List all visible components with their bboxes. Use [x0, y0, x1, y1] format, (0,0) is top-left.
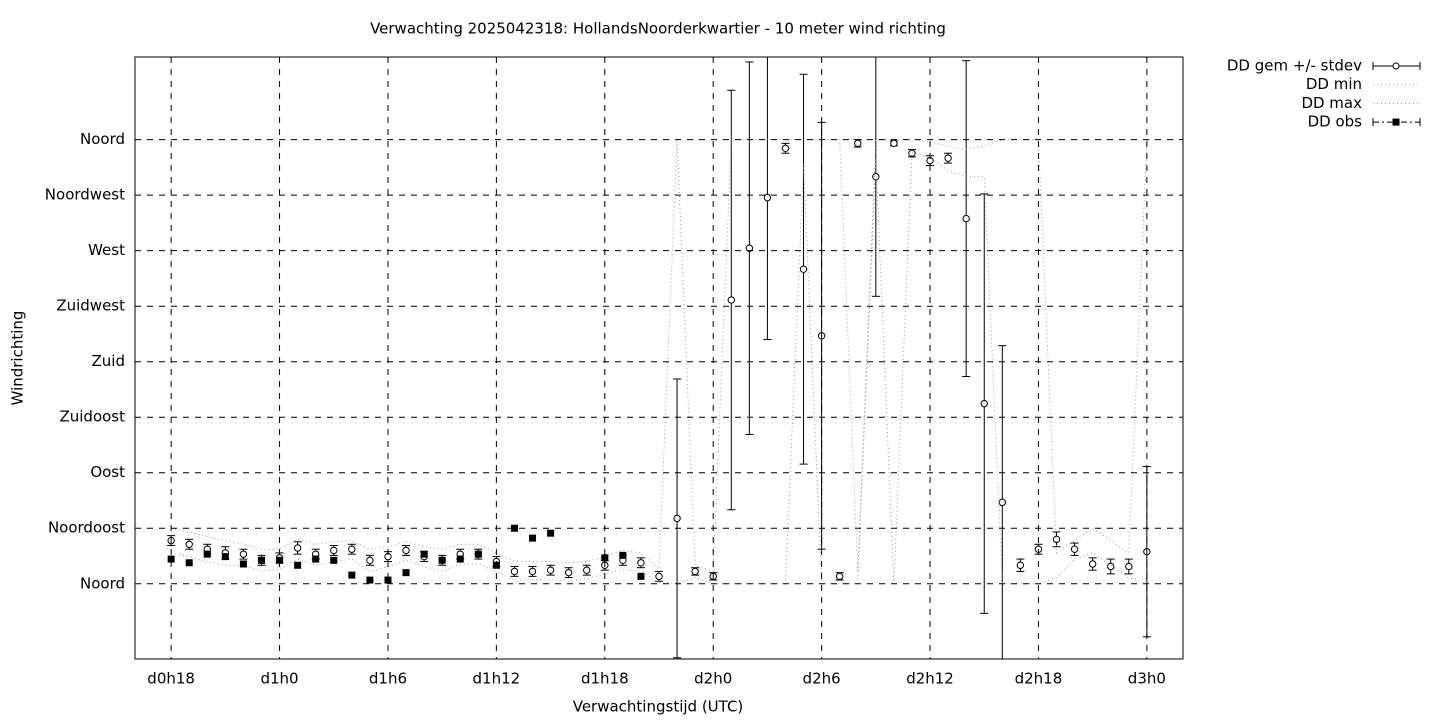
mean-point: [366, 556, 374, 565]
obs-point: [510, 524, 518, 532]
mean-point: [330, 546, 338, 555]
y-axis-label: Windrichting: [9, 311, 27, 406]
obs-point: [312, 555, 320, 563]
range-line: [171, 151, 1148, 585]
mean-point: [962, 214, 970, 223]
mean-point: [510, 567, 519, 576]
mean-point: [854, 139, 862, 148]
y-tick-label: Noord: [80, 130, 125, 148]
mean-point: [763, 193, 772, 202]
mean-point: [239, 550, 248, 558]
legend-label: DD min: [1306, 75, 1362, 93]
mean-point: [673, 514, 681, 523]
mean-point: [637, 559, 645, 567]
x-axis-label: Verwachtingstijd (UTC): [573, 698, 744, 716]
obs-point: [474, 550, 482, 558]
y-tick-label: West: [88, 241, 125, 259]
obs-point: [384, 576, 392, 584]
legend-swatch: [1392, 62, 1400, 70]
obs-point: [330, 556, 338, 564]
obs-point: [167, 555, 175, 563]
obs-point: [637, 572, 645, 580]
y-tick-label: Noordoost: [48, 519, 125, 537]
mean-point: [908, 149, 916, 157]
obs-point: [456, 555, 464, 563]
x-tick-label: d2h0: [694, 670, 732, 688]
mean-point: [872, 172, 880, 181]
range-line: [171, 139, 1148, 573]
x-tick-label: d1h12: [473, 670, 521, 688]
mean-point: [998, 498, 1007, 507]
obs-point: [185, 559, 193, 567]
mean-point: [1070, 545, 1079, 553]
mean-point: [583, 566, 591, 574]
y-tick-label: Zuidwest: [56, 297, 125, 315]
x-tick-label: d1h6: [369, 670, 407, 688]
mean-point: [745, 244, 754, 252]
y-tick-label: Noord: [80, 574, 125, 592]
y-tick-label: Noordwest: [45, 186, 125, 204]
obs-point: [239, 560, 247, 568]
x-tick-label: d3h0: [1128, 670, 1166, 688]
x-tick-label: d0h18: [147, 670, 195, 688]
obs-point: [294, 561, 302, 569]
legend-label: DD max: [1301, 94, 1362, 112]
y-tick-label: Zuid: [92, 352, 125, 370]
obs-point: [601, 554, 609, 562]
plot-border: [134, 56, 1184, 660]
x-tick-label: d1h18: [581, 670, 629, 688]
mean-point: [293, 544, 302, 552]
mean-point: [655, 572, 663, 581]
obs-point: [366, 576, 374, 584]
obs-point: [420, 550, 428, 558]
mean-point: [835, 572, 844, 581]
mean-point: [980, 399, 988, 408]
mean-point: [348, 545, 356, 553]
plot-area: [167, 57, 1151, 659]
y-tick-label: Zuidoost: [59, 408, 125, 426]
mean-point: [799, 265, 808, 273]
legend-label: DD gem +/- stdev: [1227, 57, 1362, 75]
obs-point: [257, 556, 265, 564]
obs-point: [438, 556, 446, 564]
legend-label: DD obs: [1308, 113, 1363, 131]
mean-point: [185, 540, 193, 548]
mean-point: [528, 567, 537, 576]
obs-point: [348, 571, 356, 579]
mean-point: [1016, 561, 1025, 569]
mean-point: [564, 568, 573, 577]
obs-point: [529, 534, 537, 542]
mean-point: [691, 567, 699, 576]
x-tick-label: d2h18: [1015, 670, 1063, 688]
mean-point: [546, 566, 555, 574]
mean-point: [1088, 560, 1097, 568]
legend-swatch: [1392, 118, 1400, 126]
x-tick-label: d2h12: [906, 670, 954, 688]
mean-point: [727, 296, 735, 304]
chart-title: Verwachting 2025042318: HollandsNoorderk…: [370, 20, 946, 38]
obs-point: [203, 550, 211, 558]
mean-point: [944, 154, 952, 162]
mean-point: [890, 139, 898, 148]
obs-point: [547, 529, 555, 537]
mean-point: [1125, 562, 1133, 571]
obs-point: [276, 556, 284, 564]
obs-point: [619, 551, 627, 559]
mean-point: [781, 144, 790, 152]
obs-point: [402, 569, 410, 577]
mean-point: [402, 546, 410, 555]
x-tick-label: d1h0: [260, 670, 298, 688]
mean-point: [1052, 535, 1061, 544]
mean-point: [1107, 562, 1115, 571]
x-tick-label: d2h6: [803, 670, 841, 688]
obs-point: [221, 553, 229, 561]
y-tick-label: Oost: [90, 463, 125, 481]
